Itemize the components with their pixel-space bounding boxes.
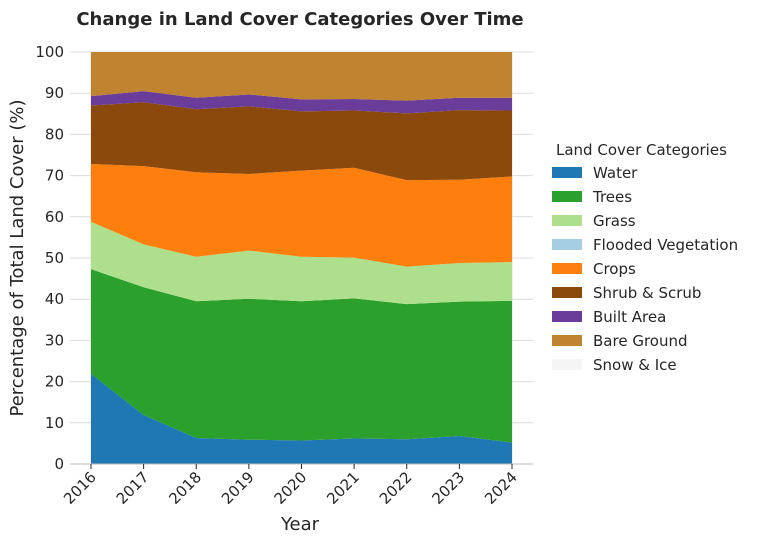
y-tick-label: 40 [45, 290, 64, 308]
area-water [91, 373, 512, 464]
legend-swatch [552, 239, 582, 250]
y-axis-label: Percentage of Total Land Cover (%) [7, 99, 28, 416]
legend-swatch [552, 287, 582, 298]
x-tick-label: 2019 [218, 468, 258, 508]
y-tick-label: 20 [45, 373, 64, 391]
legend-swatch [552, 215, 582, 226]
area-bare-ground [91, 52, 512, 101]
y-tick-label: 30 [45, 331, 64, 349]
legend-label: Shrub & Scrub [593, 284, 701, 302]
y-tick-label: 70 [45, 167, 64, 185]
area-shrub-scrub [91, 102, 512, 181]
y-tick-label: 60 [45, 208, 64, 226]
x-tick-label: 2017 [113, 468, 153, 508]
legend-label: Snow & Ice [593, 356, 677, 374]
y-tick-label: 0 [54, 455, 64, 473]
x-tick-label: 2020 [271, 468, 311, 508]
stacked-areas [91, 52, 512, 464]
y-tick-label: 100 [35, 43, 64, 61]
legend-title: Land Cover Categories [556, 141, 727, 159]
y-tick-label: 10 [45, 414, 64, 432]
legend-label: Bare Ground [593, 332, 688, 350]
area-grass [91, 221, 512, 305]
x-axis-label: Year [280, 514, 320, 535]
x-tick-label: 2024 [481, 468, 521, 508]
x-tick-label: 2021 [323, 468, 363, 508]
y-tick-label: 50 [45, 249, 64, 267]
legend-swatch [552, 263, 582, 274]
x-tick-label: 2016 [60, 468, 100, 508]
chart-title: Change in Land Cover Categories Over Tim… [76, 9, 523, 30]
legend-label: Trees [592, 188, 632, 206]
area-trees [91, 269, 512, 443]
legend: Land Cover Categories Water Trees Grass Flo… [552, 141, 738, 374]
x-tick-label: 2023 [428, 468, 468, 508]
legend-swatch [552, 167, 582, 178]
y-tick-label: 80 [45, 125, 64, 143]
x-tick-label: 2022 [376, 468, 416, 508]
legend-label: Flooded Vegetation [593, 236, 738, 254]
legend-label: Built Area [593, 308, 666, 326]
legend-swatch [552, 359, 582, 370]
legend-swatch [552, 335, 582, 346]
legend-label: Grass [593, 212, 636, 230]
area-built-area [91, 91, 512, 114]
area-crops [91, 164, 512, 267]
legend-label: Crops [593, 260, 636, 278]
y-tick-label: 90 [45, 84, 64, 102]
legend-swatch [552, 311, 582, 322]
x-tick-label: 2018 [165, 468, 205, 508]
legend-swatch [552, 191, 582, 202]
legend-label: Water [593, 164, 638, 182]
